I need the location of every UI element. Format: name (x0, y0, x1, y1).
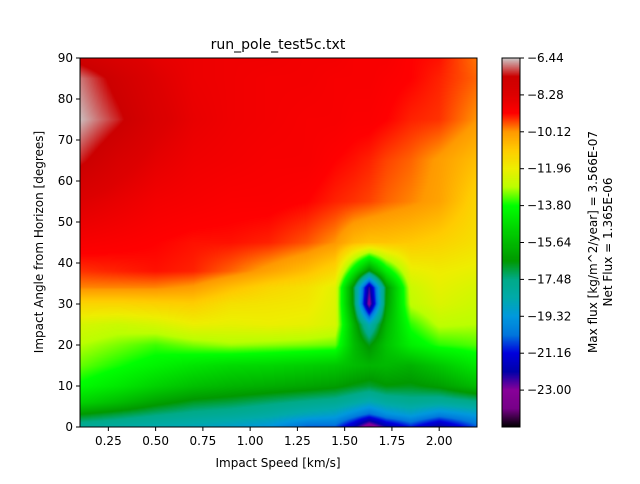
plot-area (79, 57, 478, 428)
y-tick-label: 60 (58, 174, 73, 188)
y-tick-label: 30 (58, 297, 73, 311)
plot-frame (79, 57, 478, 428)
colorbar-label-line2: Net Flux = 1.365E-06 (601, 177, 615, 306)
y-tick-label: 80 (58, 92, 73, 106)
colorbar-tick-label: −6.44 (527, 51, 564, 65)
colorbar-tick-label: −15.64 (527, 236, 571, 250)
x-tick-label: 0.50 (142, 434, 169, 448)
y-tick-label: 90 (58, 51, 73, 65)
x-tick-label: 2.00 (426, 434, 453, 448)
x-tick-label: 0.75 (190, 434, 217, 448)
x-tick-label: 1.50 (331, 434, 358, 448)
colorbar-tick-label: −19.32 (527, 309, 571, 323)
heatmap-image (80, 58, 477, 427)
y-tick-label: 70 (58, 133, 73, 147)
x-tick-label: 1.25 (284, 434, 311, 448)
colorbar-tick-label: −10.12 (527, 125, 571, 139)
y-tick-label: 0 (65, 420, 73, 434)
y-tick-label: 40 (58, 256, 73, 270)
colorbar-ticks: −6.44 −8.28 −10.12 −11.96 −13.80 −15.64 −17.48… (520, 51, 571, 397)
x-tick-label: 1.00 (237, 434, 264, 448)
colorbar-tick-label: −13.80 (527, 199, 571, 213)
colorbar: −6.44 −8.28 −10.12 −11.96 −13.80 −15.64 −17.48… (501, 51, 571, 428)
colorbar-tick-label: −17.48 (527, 272, 571, 286)
chart-title: run_pole_test5c.txt (211, 37, 346, 53)
colorbar-gradient (502, 58, 520, 427)
x-axis-label: Impact Speed [km/s] (215, 456, 340, 470)
y-axis: 0 10 20 30 40 50 60 70 80 90 (58, 51, 80, 434)
x-tick-label: 1.75 (379, 434, 406, 448)
colorbar-tick-label: −21.16 (527, 346, 571, 360)
colorbar-tick-label: −23.00 (527, 383, 571, 397)
y-axis-label: Impact Angle from Horizon [degrees] (32, 131, 46, 353)
x-axis: 0.25 0.50 0.75 1.00 1.25 1.50 1.75 2.00 (95, 427, 453, 448)
y-tick-label: 10 (58, 379, 73, 393)
colorbar-tick-label: −8.28 (527, 88, 564, 102)
y-tick-label: 20 (58, 338, 73, 352)
colorbar-tick-label: −11.96 (527, 162, 571, 176)
x-tick-label: 0.25 (95, 434, 122, 448)
colorbar-label-line1: Max flux [kg/m^2/year] = 3.566E-07 (586, 131, 600, 353)
y-tick-label: 50 (58, 215, 73, 229)
